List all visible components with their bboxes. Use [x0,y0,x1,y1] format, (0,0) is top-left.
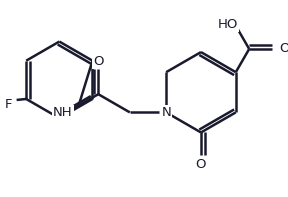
Text: O: O [93,55,104,68]
Text: N: N [161,106,171,119]
Text: O: O [196,158,206,171]
Text: NH: NH [53,106,73,119]
Text: HO: HO [218,18,238,31]
Text: F: F [5,98,13,111]
Text: O: O [279,42,288,55]
